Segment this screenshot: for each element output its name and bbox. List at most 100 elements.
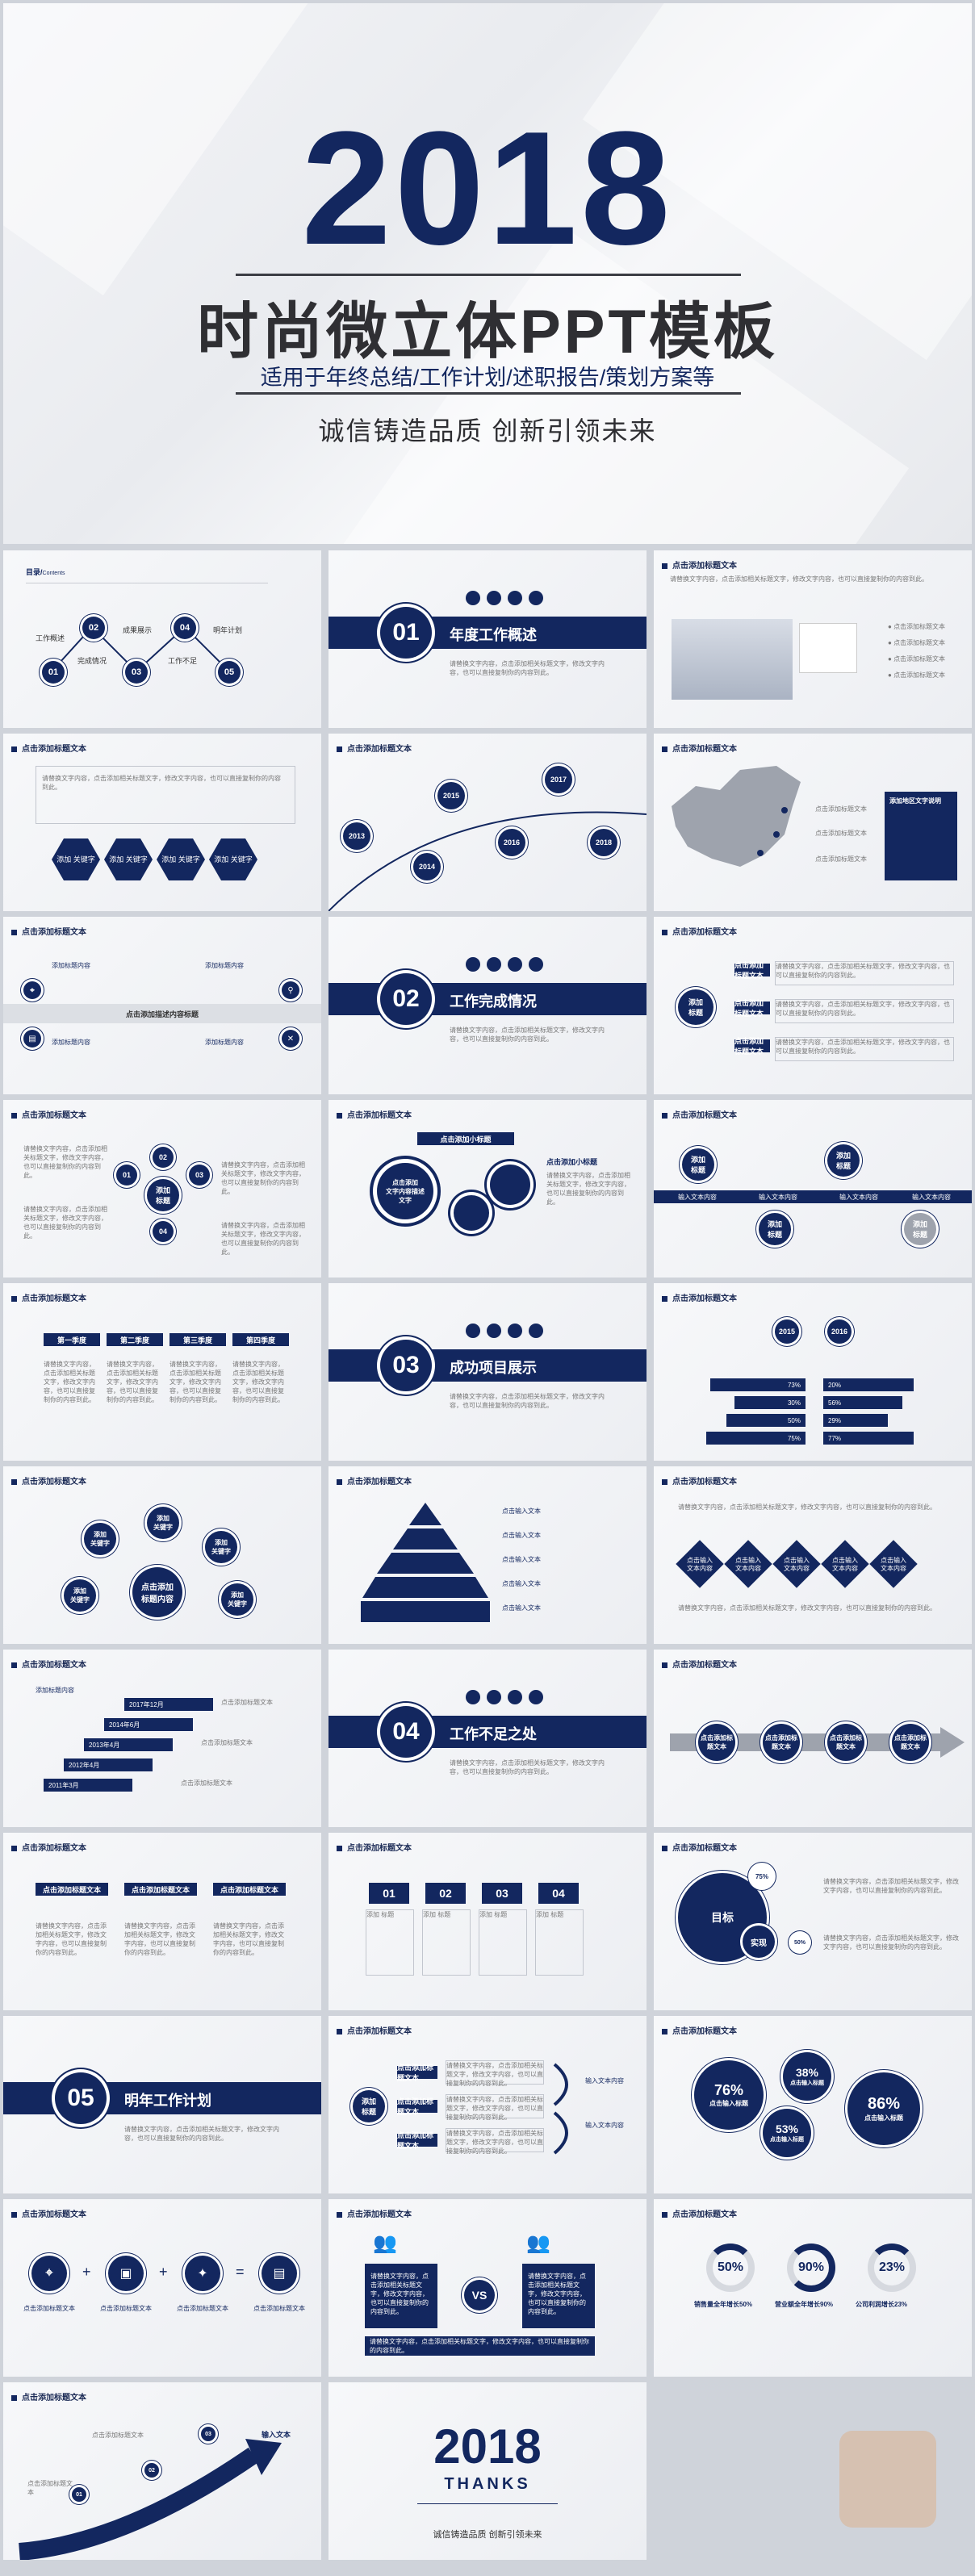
tools-icon: ✕ [282,1030,299,1048]
section-body: 请替换文字内容，点击添加相关标题文字，修改文字内容，也可以直接复制你的内容到此。 [450,1759,605,1775]
slide-section-01[interactable]: 01 年度工作概述 请替换文字内容，点击添加相关标题文字，修改文字内容，也可以直… [328,550,647,728]
slide-goal[interactable]: 点击添加标题文本 目标 75% 实现 50% 请替换文字内容，点击添加相关标题文… [654,1833,972,2010]
slide-map[interactable]: 点击添加标题文本 点击添加标题文本 点击添加标题文本 点击添加标题文本 添加地区… [654,734,972,911]
keyword-hex: 添加 关键字 [209,838,257,880]
percent-bar-left: 30% [734,1396,806,1409]
people-icon: 👥 [373,2232,397,2254]
slide-section-03[interactable]: 03 成功项目展示 请替换文字内容，点击添加相关标题文字，修改文字内容，也可以直… [328,1283,647,1461]
slide-percent-compare[interactable]: 点击添加标题文本 2015 2016 73% 20% 30% 56% 50% 2… [654,1283,972,1461]
branch-label: 点击添加标题文本 [397,2131,437,2150]
ring-label: 公司利润增长23% [856,2301,908,2308]
slide-header: 点击添加标题文本 [662,1474,737,1487]
slide-section-02[interactable]: 02 工作完成情况 请替换文字内容，点击添加相关标题文字，修改文字内容，也可以直… [328,917,647,1094]
cover-subtitle: 适用于年终总结/工作计划/述职报告/策划方案等 [260,366,715,390]
add-title-circle: 添加 标题 [827,1144,860,1177]
arrow-node: 02 [144,2463,159,2478]
date-bar: 2017年12月 [124,1698,213,1711]
slide-gears[interactable]: 点击添加标题文本 点击添加小标题 点击添加 文字内容描述 文字 点击添加小标题 … [328,1100,647,1278]
timeline-curve [328,811,647,911]
slide-thanks[interactable]: 2018 THANKS 诚信铸造品质 创新引领未来 [328,2382,647,2560]
slide-big-arrow[interactable]: 点击添加标题文本 输入文本 01 02 03 点击添加标题文本 点击添加标题文本 [3,2382,321,2560]
add-title-circle: 添加 标题 [147,1179,179,1211]
column-text: 请替换文字内容，点击添加相关标题文字，修改文字内容，也可以直接复制你的内容到此。 [124,1922,195,1956]
year-node: 2015 [437,782,465,809]
body-text: 请替换文字内容，点击添加相关标题文字，修改文字内容，也可以直接复制你的内容到此。 [42,775,281,791]
slide-versus[interactable]: 点击添加标题文本 👥 👥 请替换文字内容，点击添加相关标题文字，修改文字内容，也… [328,2199,647,2377]
slide-keywords[interactable]: 点击添加标题文本 请替换文字内容，点击添加相关标题文字，修改文字内容，也可以直接… [3,734,321,911]
percent-bubble: 86% 点击输入标题 [847,2072,920,2145]
slide-bubble-percents[interactable]: 点击添加标题文本 76% 点击输入标题 38% 点击输入标题 53% 点击输入标题 8… [654,2016,972,2193]
step-card: 添加 标题 [366,1909,414,1976]
slide-input-band[interactable]: 点击添加标题文本 添加 标题 添加 标题 添加 标题 添加 标题 输入文本内容 … [654,1100,972,1278]
slide-center-title[interactable]: 点击添加标题文本 点击添加描述内容标题 添加标题内容 添加标题内容 添加标题内容… [3,917,321,1094]
pyramid-label: 点击输入文本 [502,1604,541,1612]
slide-photo[interactable]: 点击添加标题文本 请替换文字内容，点击添加相关标题文字，修改文字内容，也可以直接… [654,550,972,728]
year-node: 2016 [498,829,525,856]
slide-section-04[interactable]: 04 工作不足之处 请替换文字内容，点击添加相关标题文字，修改文字内容，也可以直… [328,1650,647,1827]
slide-three-cols[interactable]: 点击添加标题文本 点击添加标题文本 点击添加标题文本 点击添加标题文本 请替换文… [3,1833,321,2010]
bottom-bar: 请替换文字内容，点击添加相关标题文字，修改文字内容，也可以直接复制你的内容到此。 [365,2336,595,2356]
divider [236,392,741,395]
slide-formula[interactable]: 点击添加标题文本 ⌖ + ▣ + ✦ = ▤ 点击添加标题文本 点击添加标题文本… [3,2199,321,2377]
content-title: 添加标题内容 [205,1039,244,1046]
branch-label: 点击添加标题文本 [397,2064,437,2082]
toc-num-04: 04 [174,617,196,639]
percent-badge: 75% [751,1865,773,1888]
divider [236,274,741,276]
slide-timeline-years[interactable]: 点击添加标题文本 2013 2014 2015 2016 2017 2018 [328,734,647,911]
hex-node: 02 [153,1147,174,1168]
section-number: 01 [380,607,432,659]
slide-keyword-circles[interactable]: 点击添加标题文本 点击添加 标题内容 添加 关键字 添加 关键字 添加 关键字 … [3,1466,321,1644]
year-node: 2018 [590,829,617,856]
side-text: 点击添加标题文本 [27,2480,73,2496]
body-text: 请替换文字内容，点击添加相关标题文字，修改文字内容，也可以直接复制你的内容到此。 [670,575,928,583]
pyramid-label: 点击输入文本 [502,1556,541,1563]
side-text: 请替换文字内容，点击添加相关标题文字，修改文字内容，也可以直接复制你的内容到此。 [546,1172,630,1206]
formula-label: 点击添加标题文本 [100,2305,152,2312]
pin-icon: ⌖ [31,2256,67,2291]
body-text: 请替换文字内容，点击添加相关标题文字，修改文字内容，也可以直接复制你的内容到此。 [678,1604,936,1612]
whiteboard [799,623,857,673]
year-badge: 2015 [775,1319,799,1344]
realize-shape: 实现 [743,1926,775,1958]
step-number: 02 [425,1883,466,1904]
diamond-text: 点击输入 文本内容 [832,1557,858,1572]
toc-num-01: 01 [42,661,65,684]
slide-header: 点击添加标题文本 [337,1474,412,1487]
slide-arrow-timeline[interactable]: 点击添加标题文本 点击添加标题文本 点击添加标题文本 点击添加标题文本 点击添加… [654,1650,972,1827]
gear-icon: 点击添加 文字内容描述 文字 [377,1163,433,1219]
text-frame [36,766,295,824]
toc-num-03: 03 [125,661,148,684]
toc-label: 完成情况 [77,657,107,665]
band-text: 输入文本内容 [759,1194,797,1201]
icon-dots [466,1690,543,1704]
center-title: 点击添加描述内容标题 [125,1010,199,1018]
percent-bar-right: 29% [823,1414,888,1427]
big-arrow [19,2439,282,2560]
percent-bar-left: 73% [710,1378,806,1391]
slide-pyramid[interactable]: 点击添加标题文本 点击输入文本 点击输入文本 点击输入文本 点击输入文本 点击输… [328,1466,647,1644]
slide-rings[interactable]: 点击添加标题文本 50% 90% 23% 销售量全年增长50% 营业额全年增长9… [654,2199,972,2377]
column-text: 请替换文字内容，点击添加相关标题文字，修改文字内容，也可以直接复制你的内容到此。 [213,1922,284,1956]
formula-label: 点击添加标题文本 [253,2305,305,2312]
slide-diamonds[interactable]: 点击添加标题文本 点击输入 文本内容 点击输入 文本内容 点击输入 文本内容 点… [654,1466,972,1644]
slide-hex-cluster[interactable]: 点击添加标题文本 添加 标题 01 02 03 04 请替换文字内容，点击添加相… [3,1100,321,1278]
side-text: 请替换文字内容，点击添加相关标题文字，修改文字内容，也可以直接复制你的内容到此。 [823,1878,959,1894]
slide-toc[interactable]: 目录/Contents 01 02 03 04 05 工作概述 完成情况 成果展… [3,550,321,728]
slide-header: 点击添加标题文本 [11,1841,86,1853]
slide-branch-arrows[interactable]: 点击添加标题文本 添加 标题 点击添加标题文本 点击添加标题文本 点击添加标题文… [328,2016,647,2193]
slide-steps[interactable]: 点击添加标题文本 01 02 03 04 添加 标题 添加 标题 添加 标题 添… [328,1833,647,2010]
hex-node: 03 [189,1165,210,1186]
band-text: 输入文本内容 [678,1194,717,1201]
toc-num-02: 02 [82,617,105,639]
side-text: 请替换文字内容，点击添加相关标题文字，修改文字内容，也可以直接复制你的内容到此。 [823,1934,959,1951]
map-info-box [885,792,957,880]
slide-header: 点击添加标题文本 [11,742,86,754]
pyramid-label: 点击输入文本 [502,1580,541,1587]
slide-stairs[interactable]: 点击添加标题文本 2017年12月 2014年6月 2013年4月 2012年4… [3,1650,321,1827]
slide-section-05[interactable]: 05 明年工作计划 请替换文字内容，点击添加相关标题文字，修改文字内容，也可以直… [3,2016,321,2193]
ring-label: 销售量全年增长50% [694,2301,753,2308]
section-title: 工作不足之处 [450,1726,537,1742]
slide-quarters[interactable]: 点击添加标题文本 第一季度 第二季度 第三季度 第四季度 请替换文字内容，点击添… [3,1283,321,1461]
slide-branches[interactable]: 点击添加标题文本 添加 标题 点击添加标题文本 点击添加标题文本 点击添加标题文… [654,917,972,1094]
